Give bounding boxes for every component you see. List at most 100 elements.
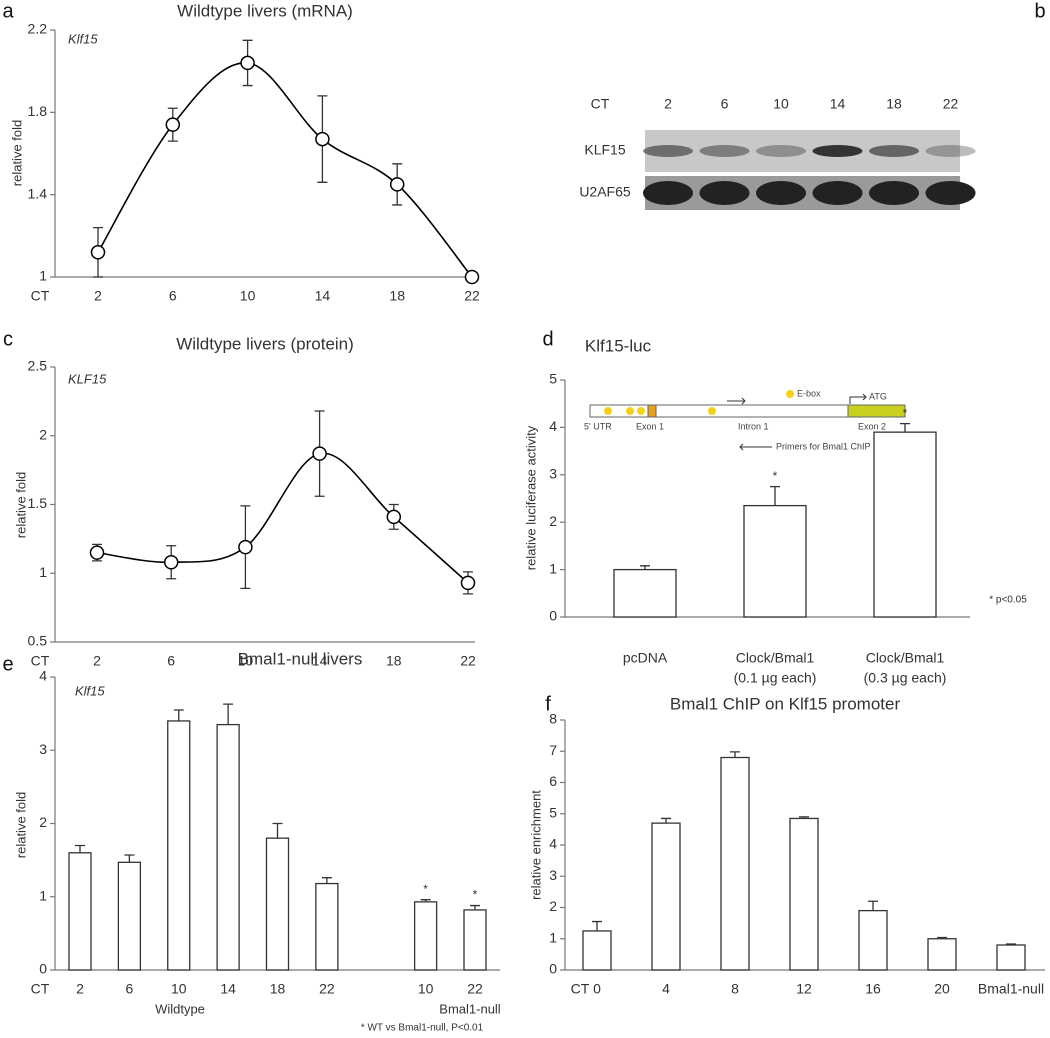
y-tick-label: 6 bbox=[549, 773, 557, 789]
band bbox=[699, 145, 750, 157]
x-tick-label: 6 bbox=[167, 653, 175, 669]
y-tick-label: 2.5 bbox=[28, 358, 48, 374]
x-tick-label: 22 bbox=[464, 288, 480, 304]
row-label: U2AF65 bbox=[579, 184, 631, 200]
significance: * bbox=[903, 406, 908, 420]
error-bar bbox=[124, 854, 135, 863]
band bbox=[756, 181, 806, 205]
error-bar bbox=[770, 486, 780, 506]
error-bar bbox=[420, 899, 431, 902]
y-tick-label: 5 bbox=[549, 804, 557, 820]
x-tick-label: (0.1 µg each) bbox=[734, 670, 817, 686]
bar bbox=[582, 930, 612, 971]
x-tick-label: 20 bbox=[934, 981, 950, 997]
lane-label: CT bbox=[591, 96, 610, 112]
point bbox=[386, 509, 402, 525]
error-bar bbox=[272, 822, 283, 839]
x-tick-label: 22 bbox=[460, 653, 476, 669]
x-tick-label: 16 bbox=[865, 981, 881, 997]
y-tick-label: 2 bbox=[549, 898, 557, 914]
x-tick-label: pcDNA bbox=[623, 650, 668, 666]
x-prefix: CT bbox=[31, 653, 50, 669]
x-tick-label: Clock/Bmal1 bbox=[736, 650, 815, 666]
y-tick-label: 2.2 bbox=[28, 21, 48, 37]
panel-label: b bbox=[1034, 0, 1045, 22]
bar bbox=[613, 568, 677, 618]
bar bbox=[265, 837, 290, 971]
error-bar bbox=[592, 920, 602, 931]
exon-1 bbox=[647, 404, 657, 418]
lane: 2 bbox=[664, 96, 672, 112]
y-tick-label: 3 bbox=[549, 867, 557, 883]
bar bbox=[117, 861, 142, 971]
error-bar bbox=[799, 816, 809, 819]
bar bbox=[167, 720, 191, 971]
x-tick-label: 6 bbox=[169, 288, 177, 304]
point bbox=[238, 539, 253, 555]
inset-label: ATG bbox=[869, 391, 887, 401]
y-tick-label: 1.5 bbox=[28, 495, 48, 511]
panel-label: d bbox=[542, 328, 553, 350]
y-tick-label: 0 bbox=[39, 961, 47, 977]
y-axis-label: relative fold bbox=[9, 120, 24, 186]
y-tick-label: 2 bbox=[549, 513, 557, 529]
point bbox=[460, 575, 476, 591]
x-tick-label: 22 bbox=[467, 981, 483, 997]
lane: 6 bbox=[721, 96, 729, 112]
primer-key bbox=[739, 443, 772, 451]
y-tick-label: 3 bbox=[39, 741, 47, 757]
x-tick-label: Bmal1-null bbox=[978, 981, 1044, 997]
y-axis-label: relative enrichment bbox=[528, 790, 543, 900]
error-bar bbox=[75, 844, 85, 853]
band bbox=[643, 181, 693, 205]
x-tick-label: 18 bbox=[386, 653, 402, 669]
x-tick-label: 14 bbox=[220, 981, 236, 997]
note: * WT vs Bmal1-null, P<0.01 bbox=[361, 1023, 484, 1034]
chart-title: Wildtype livers (mRNA) bbox=[177, 1, 353, 20]
line bbox=[96, 452, 469, 584]
band bbox=[925, 181, 976, 205]
band bbox=[869, 145, 919, 157]
x-tick-label: 2 bbox=[94, 288, 102, 304]
x-tick-label: 10 bbox=[240, 288, 256, 304]
chart-title: Klf15-luc bbox=[585, 336, 652, 355]
lane: 14 bbox=[830, 96, 846, 112]
band bbox=[812, 145, 863, 157]
band bbox=[869, 181, 919, 205]
y-tick-label: 1 bbox=[549, 929, 557, 945]
x-tick-label: 10 bbox=[171, 981, 187, 997]
panel-label: c bbox=[3, 328, 13, 350]
y-tick-label: 0 bbox=[549, 961, 557, 977]
row-label: KLF15 bbox=[584, 142, 625, 158]
point bbox=[89, 545, 105, 560]
x-tick-label: 2 bbox=[76, 981, 84, 997]
significance: * bbox=[423, 882, 428, 896]
e-box bbox=[786, 390, 794, 398]
y-tick-label: 4 bbox=[549, 836, 557, 852]
x-prefix: CT bbox=[571, 981, 590, 997]
point bbox=[163, 555, 179, 570]
y-tick-label: 0.5 bbox=[28, 633, 48, 649]
error-bar bbox=[640, 565, 650, 570]
primer bbox=[727, 397, 746, 405]
line bbox=[97, 62, 473, 278]
inset-label: Exon 1 bbox=[636, 421, 664, 431]
error-bar bbox=[470, 904, 480, 910]
point bbox=[315, 131, 330, 147]
bar bbox=[315, 882, 339, 971]
annotation: Klf15 bbox=[68, 31, 98, 46]
band bbox=[643, 145, 693, 157]
error-bar bbox=[321, 877, 332, 884]
point bbox=[312, 446, 327, 461]
error-bar bbox=[937, 936, 947, 939]
panel-label: a bbox=[2, 0, 14, 22]
y-tick-label: 1.4 bbox=[28, 185, 48, 201]
lane: 10 bbox=[773, 96, 789, 112]
lane: 18 bbox=[886, 96, 902, 112]
y-tick-label: 2 bbox=[39, 814, 47, 830]
y-tick-label: 3 bbox=[549, 466, 557, 482]
y-axis-label: relative fold bbox=[13, 792, 28, 858]
inset-label: Intron 1 bbox=[738, 421, 769, 431]
bar bbox=[873, 431, 937, 618]
error-bar bbox=[661, 817, 671, 824]
